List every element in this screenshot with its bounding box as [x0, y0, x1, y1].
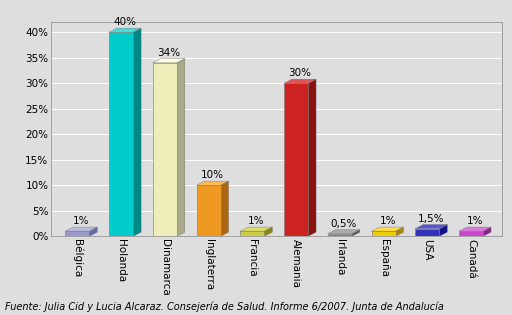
Polygon shape [133, 28, 141, 236]
Polygon shape [459, 227, 491, 231]
Bar [459, 231, 483, 236]
Polygon shape [90, 227, 97, 236]
Bar [328, 234, 352, 236]
Bar [153, 63, 177, 236]
Polygon shape [177, 59, 185, 236]
Text: 1,5%: 1,5% [418, 214, 444, 224]
Polygon shape [483, 227, 491, 236]
Polygon shape [439, 225, 447, 236]
Polygon shape [153, 59, 185, 63]
Text: 1%: 1% [248, 216, 265, 226]
Text: 1%: 1% [467, 216, 483, 226]
Polygon shape [109, 28, 141, 32]
Text: 34%: 34% [157, 48, 180, 58]
Polygon shape [308, 79, 316, 236]
Text: Fuente: Julia Cid y Lucia Alcaraz. Consejería de Salud. Informe 6/2007. Junta de: Fuente: Julia Cid y Lucia Alcaraz. Conse… [5, 301, 444, 312]
Bar [66, 231, 90, 236]
Bar [415, 229, 439, 236]
Polygon shape [284, 79, 316, 83]
Text: 40%: 40% [114, 17, 137, 27]
Polygon shape [328, 230, 360, 234]
Bar [241, 231, 265, 236]
Text: 10%: 10% [201, 170, 224, 180]
Polygon shape [396, 227, 403, 236]
Polygon shape [415, 225, 447, 229]
Text: 1%: 1% [379, 216, 396, 226]
Bar [284, 83, 308, 236]
Bar [372, 231, 396, 236]
Polygon shape [221, 181, 228, 236]
Polygon shape [197, 181, 228, 185]
Polygon shape [66, 227, 97, 231]
Text: 1%: 1% [73, 216, 90, 226]
Polygon shape [372, 227, 403, 231]
Polygon shape [352, 230, 360, 236]
Text: 0,5%: 0,5% [331, 219, 357, 229]
Polygon shape [265, 227, 272, 236]
Text: 30%: 30% [289, 68, 312, 78]
Bar [197, 185, 221, 236]
Polygon shape [241, 227, 272, 231]
Bar [109, 32, 133, 236]
